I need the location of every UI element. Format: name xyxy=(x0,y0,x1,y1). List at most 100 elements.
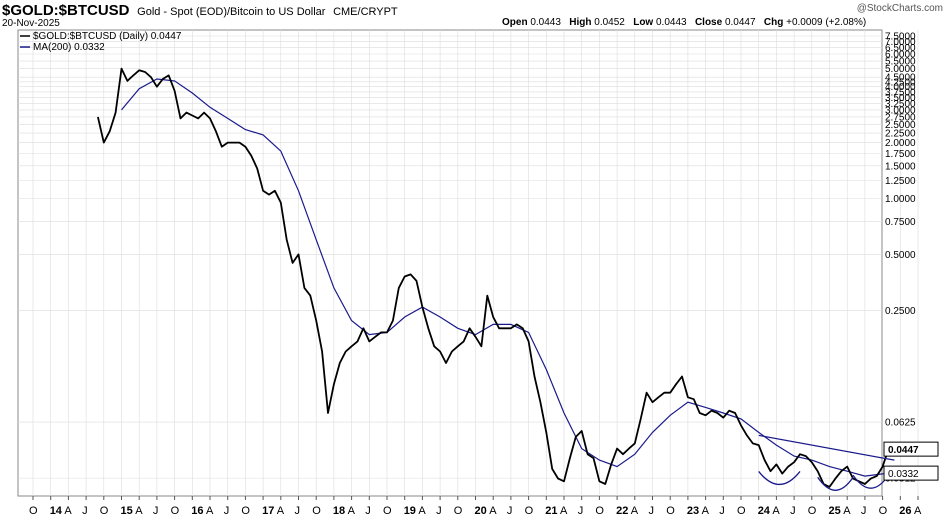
open-label: Open xyxy=(502,17,528,28)
x-tick-label: O xyxy=(737,505,746,517)
ma-200-line xyxy=(121,78,889,477)
x-tick-label: J xyxy=(365,505,371,517)
x-tick-label: J xyxy=(436,505,442,517)
x-tick-label: A xyxy=(64,505,72,517)
x-tick-label: 19 xyxy=(404,505,416,517)
x-tick-label: A xyxy=(489,505,497,517)
y-tick-label: 1.7500 xyxy=(885,149,916,160)
x-tick-label: O xyxy=(312,505,321,517)
x-tick-label: 16 xyxy=(191,505,203,517)
x-tick-label: 26 xyxy=(899,505,911,517)
y-tick-label: 3.2500 xyxy=(885,99,916,110)
x-tick-label: J xyxy=(719,505,725,517)
y-tick-label: 0.7500 xyxy=(885,217,916,228)
y-tick-label: 3.0000 xyxy=(885,105,916,116)
open-value: 0.0443 xyxy=(530,17,561,28)
x-tick-label: 15 xyxy=(121,505,133,517)
y-axis: 7.50007.00006.50006.00005.50005.00004.50… xyxy=(885,32,916,485)
price-badges: 0.0447 0.0332 xyxy=(883,441,939,481)
x-tick-label: A xyxy=(702,505,710,517)
y-tick-label: 4.2500 xyxy=(885,77,916,88)
legend: $GOLD:$BTCUSD (Daily) 0.0447 MA(200) 0.0… xyxy=(20,31,182,53)
price-line xyxy=(97,67,890,488)
y-tick-label: 5.5000 xyxy=(885,57,916,68)
y-tick-label: 7.5000 xyxy=(885,32,916,43)
y-tick-label: 6.0000 xyxy=(885,49,916,60)
x-tick-label: A xyxy=(631,505,639,517)
y-tick-label: 7.0000 xyxy=(885,37,916,48)
x-tick-label: 20 xyxy=(475,505,487,517)
x-tick-label: J xyxy=(153,505,159,517)
series-layer xyxy=(97,67,895,488)
x-tick-label: A xyxy=(914,505,922,517)
chart-header: $GOLD:$BTCUSD Gold - Spot (EOD)/Bitcoin … xyxy=(2,2,398,19)
x-tick-label: J xyxy=(295,505,301,517)
x-tick-label: A xyxy=(843,505,851,517)
x-tick-label: A xyxy=(560,505,568,517)
y-tick-label: 0.2500 xyxy=(885,306,916,317)
y-tick-label: 2.2500 xyxy=(885,129,916,140)
x-tick-label: J xyxy=(649,505,655,517)
y-tick-label: 3.5000 xyxy=(885,93,916,104)
x-tick-label: 18 xyxy=(333,505,345,517)
x-tick-label: O xyxy=(29,505,38,517)
plot-area xyxy=(17,29,883,497)
rounding-bottom-arc xyxy=(758,471,801,486)
x-tick-label: 23 xyxy=(687,505,699,517)
y-tick-label: 4.5000 xyxy=(885,73,916,84)
ma-badge-box xyxy=(883,465,939,481)
legend-ma-label: MA(200) 0.0332 xyxy=(33,42,105,53)
x-tick-label: A xyxy=(206,505,214,517)
high-value: 0.0452 xyxy=(594,17,625,28)
y-tick-label: 1.5000 xyxy=(885,161,916,172)
chg-value: +0.0009 (+2.08%) xyxy=(786,17,867,28)
x-tick-label: O xyxy=(666,505,675,517)
symbol-description: Gold - Spot (EOD)/Bitcoin to US Dollar xyxy=(137,6,326,18)
stockcharts-watermark: @StockCharts.com xyxy=(856,3,943,14)
x-tick-label: O xyxy=(595,505,604,517)
legend-price-label: $GOLD:$BTCUSD (Daily) 0.0447 xyxy=(33,31,182,42)
y-tick-label: 3.7500 xyxy=(885,87,916,98)
x-tick-label: O xyxy=(454,505,463,517)
y-tick-label: 2.5000 xyxy=(885,120,916,131)
grid xyxy=(18,30,919,496)
y-tick-label: 2.0000 xyxy=(885,138,916,149)
low-value: 0.0443 xyxy=(656,17,687,28)
x-axis: O 14 A J O 15 A J O 16 A J O 17 A J O 18 A J O 19 A J O 20 A J O 21 A J… xyxy=(29,496,922,517)
x-tick-label: O xyxy=(171,505,180,517)
x-tick-label: 17 xyxy=(262,505,274,517)
x-tick-label: J xyxy=(861,505,867,517)
price-badge-box xyxy=(883,441,939,457)
chart-date: 20-Nov-2025 xyxy=(2,18,60,29)
x-tick-label: J xyxy=(82,505,88,517)
y-tick-label: 6.5000 xyxy=(885,43,916,54)
chg-label: Chg xyxy=(763,17,784,28)
x-tick-label: O xyxy=(525,505,534,517)
x-tick-label: J xyxy=(224,505,230,517)
close-label: Close xyxy=(694,17,723,28)
x-tick-label: 21 xyxy=(545,505,557,517)
x-tick-label: O xyxy=(383,505,392,517)
x-tick-label: J xyxy=(578,505,584,517)
x-tick-label: 24 xyxy=(758,505,771,517)
symbol-title: $GOLD:$BTCUSD xyxy=(2,2,130,19)
x-tick-label: 22 xyxy=(616,505,628,517)
close-value: 0.0447 xyxy=(724,17,756,28)
ohlc-readout: Open 0.0443 High 0.0452 Low 0.0443 Close… xyxy=(502,17,866,28)
y-tick-label: 4.0000 xyxy=(885,82,916,93)
y-tick-label: 0.0625 xyxy=(885,418,916,429)
rounding-bottom-arc xyxy=(817,476,854,491)
x-tick-label: A xyxy=(772,505,780,517)
x-tick-label: A xyxy=(135,505,143,517)
x-tick-label: 25 xyxy=(829,505,841,517)
x-tick-label: A xyxy=(277,505,285,517)
x-tick-label: O xyxy=(100,505,109,517)
x-tick-label: 14 xyxy=(50,505,63,517)
price-badge: 0.0447 xyxy=(888,445,919,456)
resistance-trendline xyxy=(758,434,895,461)
y-tick-label: 2.7500 xyxy=(885,112,916,123)
x-tick-label: A xyxy=(348,505,356,517)
x-tick-label: O xyxy=(879,505,888,517)
x-tick-label: A xyxy=(418,505,426,517)
